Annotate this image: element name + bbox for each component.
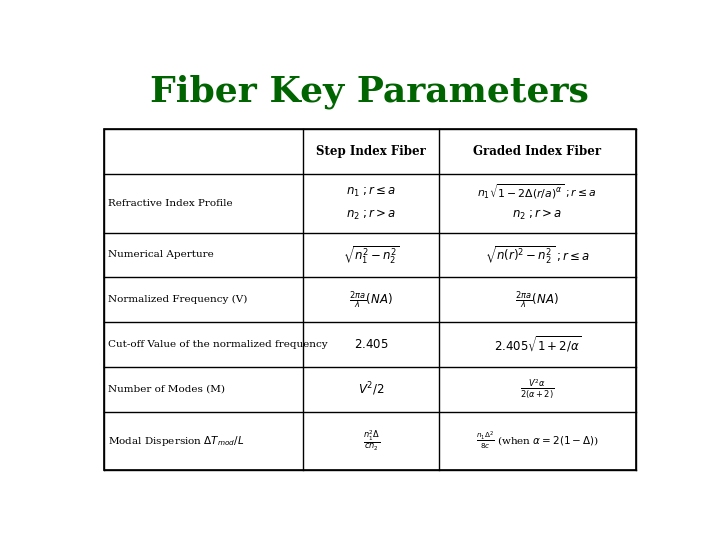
Text: $\sqrt{n_1^2 - n_2^2}$: $\sqrt{n_1^2 - n_2^2}$ xyxy=(343,245,400,266)
Text: $n_1\;; r \leq a$: $n_1\;; r \leq a$ xyxy=(346,185,396,199)
Text: $\frac{n_1\Delta^2}{8c}$ (when $\alpha = 2(1-\Delta)$): $\frac{n_1\Delta^2}{8c}$ (when $\alpha =… xyxy=(476,430,599,451)
Text: Modal Dispersion $\Delta T_{mod}/L$: Modal Dispersion $\Delta T_{mod}/L$ xyxy=(109,434,245,448)
Text: $2.405$: $2.405$ xyxy=(354,338,388,351)
Text: Step Index Fiber: Step Index Fiber xyxy=(316,145,426,158)
Text: $\frac{n_1^2\Delta}{cn_2}$: $\frac{n_1^2\Delta}{cn_2}$ xyxy=(363,429,379,453)
Text: Number of Modes (M): Number of Modes (M) xyxy=(109,385,225,394)
Text: $\frac{2\pi a}{\lambda}(NA)$: $\frac{2\pi a}{\lambda}(NA)$ xyxy=(349,289,393,310)
Text: Fiber Key Parameters: Fiber Key Parameters xyxy=(150,75,588,109)
Bar xyxy=(104,129,636,470)
Text: $\frac{V^2\alpha}{2(\alpha+2)}$: $\frac{V^2\alpha}{2(\alpha+2)}$ xyxy=(520,377,554,401)
Text: Normalized Frequency (V): Normalized Frequency (V) xyxy=(109,295,248,304)
Text: Numerical Aperture: Numerical Aperture xyxy=(109,251,214,259)
Text: $n_2\;; r > a$: $n_2\;; r > a$ xyxy=(346,208,396,222)
Text: $n_2\;; r > a$: $n_2\;; r > a$ xyxy=(512,208,562,222)
Text: $\frac{2\pi a}{\lambda}(NA)$: $\frac{2\pi a}{\lambda}(NA)$ xyxy=(516,289,559,310)
Text: $\sqrt{n(r)^2 - n_2^2}\;; r \leq a$: $\sqrt{n(r)^2 - n_2^2}\;; r \leq a$ xyxy=(485,245,590,266)
Text: Cut-off Value of the normalized frequency: Cut-off Value of the normalized frequenc… xyxy=(109,340,328,349)
Text: $2.405\sqrt{1+2/\alpha}$: $2.405\sqrt{1+2/\alpha}$ xyxy=(493,335,581,354)
Text: Refractive Index Profile: Refractive Index Profile xyxy=(109,199,233,208)
Text: Graded Index Fiber: Graded Index Fiber xyxy=(473,145,601,158)
Text: $n_1\sqrt{1-2\Delta(r/a)^\alpha}\;; r \leq a$: $n_1\sqrt{1-2\Delta(r/a)^\alpha}\;; r \l… xyxy=(477,183,597,201)
Text: $V^2/2$: $V^2/2$ xyxy=(358,381,384,398)
